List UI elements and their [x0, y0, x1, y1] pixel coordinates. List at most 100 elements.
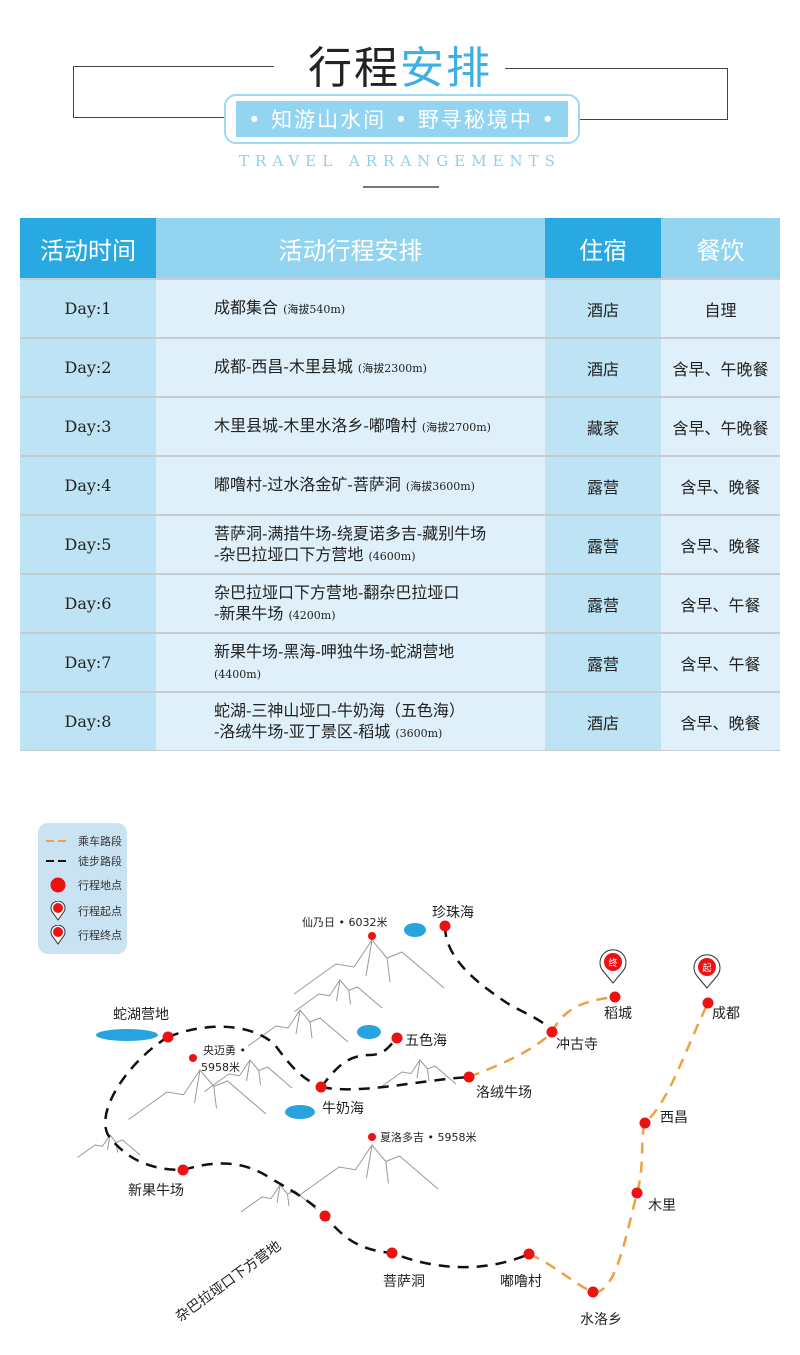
- title-accent: 安排: [400, 43, 492, 94]
- stop-dot-xinguo: [177, 1164, 189, 1176]
- end-mark: 终: [608, 957, 617, 969]
- end-pin-icon: [46, 925, 70, 945]
- cell-stay: 露营: [545, 632, 661, 692]
- cell-route: 杂巴拉垭口下方营地-翻杂巴拉垭口 -新果牛场 (4200m): [156, 573, 545, 633]
- cell-stay: 露营: [545, 455, 661, 515]
- map-legend: 乘车路段 徒步路段 行程地点 行程起点 行程终点: [38, 823, 127, 954]
- label-yangmaiyong-height: 5958米: [201, 1061, 240, 1074]
- header-meal: 餐饮: [661, 218, 780, 279]
- cell-stay: 露营: [545, 514, 661, 574]
- start-pin-icon: 起: [693, 954, 721, 989]
- altitude: (4400m): [214, 667, 262, 681]
- mountain-sketch: [77, 1134, 141, 1158]
- label-xialuoduoji: 夏洛多吉 • 5958米: [380, 1130, 476, 1144]
- cell-meal: 含早、晚餐: [661, 691, 780, 751]
- hike-route-luorong: [320, 1075, 470, 1091]
- page-title: 行程安排: [0, 32, 800, 96]
- lake-shehu: [96, 1029, 158, 1041]
- cell-stay: 酒店: [545, 691, 661, 751]
- route-line: 成都集合: [214, 298, 279, 317]
- stop-dot-xialuoduoji: [368, 1133, 376, 1141]
- cell-meal: 自理: [661, 278, 780, 338]
- stop-dot-wusehai: [391, 1032, 403, 1044]
- stop-dot-chonggusi: [546, 1026, 558, 1038]
- table-row: Day:4 嘟噜村-过水洛金矿-菩萨洞 (海拔3600m) 露营 含早、晚餐: [20, 455, 780, 515]
- cell-meal: 含早、午餐: [661, 573, 780, 633]
- lakes: [96, 923, 426, 1119]
- lake-niunaihai: [285, 1105, 315, 1119]
- subtitle: TRAVEL ARRANGEMENTS: [239, 152, 561, 170]
- route-map: 终 起 蛇湖营地 央迈勇 • 5958米 仙乃日 • 6032米 珍珠海 五色海…: [77, 905, 740, 1328]
- stop-dot-zhenzhuhai: [439, 920, 451, 932]
- cell-route: 菩萨洞-满措牛场-绕夏诺多吉-藏别牛场 -杂巴拉垭口下方营地 (4600m): [156, 514, 545, 574]
- lake-wusehai: [357, 1025, 381, 1039]
- label-pusadong: 菩萨洞: [383, 1274, 425, 1290]
- table-row: Day:7 新果牛场-黑海-呷独牛场-蛇湖营地 (4400m) 露营 含早、午餐: [20, 632, 780, 692]
- cell-day: Day:3: [20, 396, 156, 456]
- legend-drive: 乘车路段: [78, 835, 122, 848]
- mountain-sketch: [240, 1184, 317, 1213]
- slogan-banner: • 知游山水间 • 野寻秘境中 •: [224, 94, 580, 144]
- title-frame-left: [73, 66, 274, 118]
- mountain-sketch: [293, 939, 445, 995]
- route-line: -洛绒牛场-亚丁景区-稻城: [214, 721, 391, 741]
- stop-dot-shuiluo: [587, 1286, 599, 1298]
- start-mark: 起: [702, 963, 711, 974]
- cell-day: Day:7: [20, 632, 156, 692]
- altitude: (4600m): [368, 549, 416, 563]
- altitude: (海拔540m): [283, 303, 346, 316]
- mountain-sketch: [128, 1069, 267, 1120]
- route-line: 蛇湖-三神山垭口-牛奶海（五色海）: [214, 700, 465, 720]
- route-line: 嘟噜村-过水洛金矿-菩萨洞: [214, 475, 401, 494]
- cell-stay: 露营: [545, 573, 661, 633]
- title-dark: 行程: [308, 43, 400, 94]
- cell-route: 成都集合 (海拔540m): [156, 278, 545, 338]
- table-row: Day:3 木里县城-木里水洛乡-嘟噜村 (海拔2700m) 藏家 含早、午晚餐: [20, 396, 780, 456]
- altitude: (海拔3600m): [405, 480, 475, 493]
- route-line: 菩萨洞-满措牛场-绕夏诺多吉-藏别牛场: [214, 523, 487, 543]
- stop-dot-dulu: [523, 1248, 535, 1260]
- mountain-sketch: [204, 1059, 293, 1092]
- itinerary-table: 活动时间 活动行程安排 住宿 餐饮 Day:1 成都集合 (海拔540m) 酒店…: [20, 218, 780, 751]
- cell-day: Day:4: [20, 455, 156, 515]
- route-line: 新果牛场-黑海-呷独牛场-蛇湖营地: [214, 641, 455, 661]
- label-zhenzhuhai: 珍珠海: [432, 905, 474, 921]
- route-line: 木里县城-木里水洛乡-嘟噜村: [214, 416, 417, 435]
- cell-day: Day:5: [20, 514, 156, 574]
- label-dulu: 嘟噜村: [500, 1274, 542, 1290]
- altitude: (海拔2300m): [357, 362, 427, 375]
- table-row: Day:2 成都-西昌-木里县城 (海拔2300m) 酒店 含早、午晚餐: [20, 337, 780, 397]
- cell-route: 蛇湖-三神山垭口-牛奶海（五色海） -洛绒牛场-亚丁景区-稻城 (3600m): [156, 691, 545, 751]
- stop-dot-xiannairi: [368, 932, 376, 940]
- label-muli: 木里: [648, 1198, 676, 1214]
- header-route: 活动行程安排: [156, 218, 545, 279]
- label-daocheng: 稻城: [604, 1006, 632, 1022]
- cell-meal: 含早、午晚餐: [661, 337, 780, 397]
- cell-meal: 含早、晚餐: [661, 455, 780, 515]
- drive-route-chengdu: [528, 1002, 710, 1294]
- cell-route: 新果牛场-黑海-呷独牛场-蛇湖营地 (4400m): [156, 632, 545, 692]
- cell-meal: 含早、晚餐: [661, 514, 780, 574]
- stop-dot-xichang: [639, 1117, 651, 1129]
- cell-day: Day:8: [20, 691, 156, 751]
- red-dot-icon: [46, 877, 70, 893]
- altitude: (4200m): [288, 608, 336, 622]
- table-row: Day:6 杂巴拉垭口下方营地-翻杂巴拉垭口 -新果牛场 (4200m) 露营 含…: [20, 573, 780, 633]
- mountain-sketch: [380, 1059, 457, 1088]
- lake-zhenzhuhai: [404, 923, 426, 937]
- mountain-sketch: [300, 1144, 439, 1195]
- cell-route: 嘟噜村-过水洛金矿-菩萨洞 (海拔3600m): [156, 455, 545, 515]
- mountain-sketches: [77, 939, 457, 1213]
- hike-route-south: [104, 1035, 530, 1269]
- end-pin-icon: 终: [599, 949, 627, 984]
- cell-meal: 含早、午餐: [661, 632, 780, 692]
- cell-route: 木里县城-木里水洛乡-嘟噜村 (海拔2700m): [156, 396, 545, 456]
- label-wusehai: 五色海: [405, 1032, 447, 1049]
- stop-dot-luorong: [463, 1071, 475, 1083]
- stop-dot-daocheng: [609, 991, 621, 1003]
- altitude: (3600m): [395, 726, 443, 740]
- stop-dot-muli: [631, 1187, 643, 1199]
- legend-end: 行程终点: [78, 929, 122, 942]
- label-xiannairi: 仙乃日 • 6032米: [302, 916, 387, 929]
- label-chengdu: 成都: [712, 1006, 740, 1022]
